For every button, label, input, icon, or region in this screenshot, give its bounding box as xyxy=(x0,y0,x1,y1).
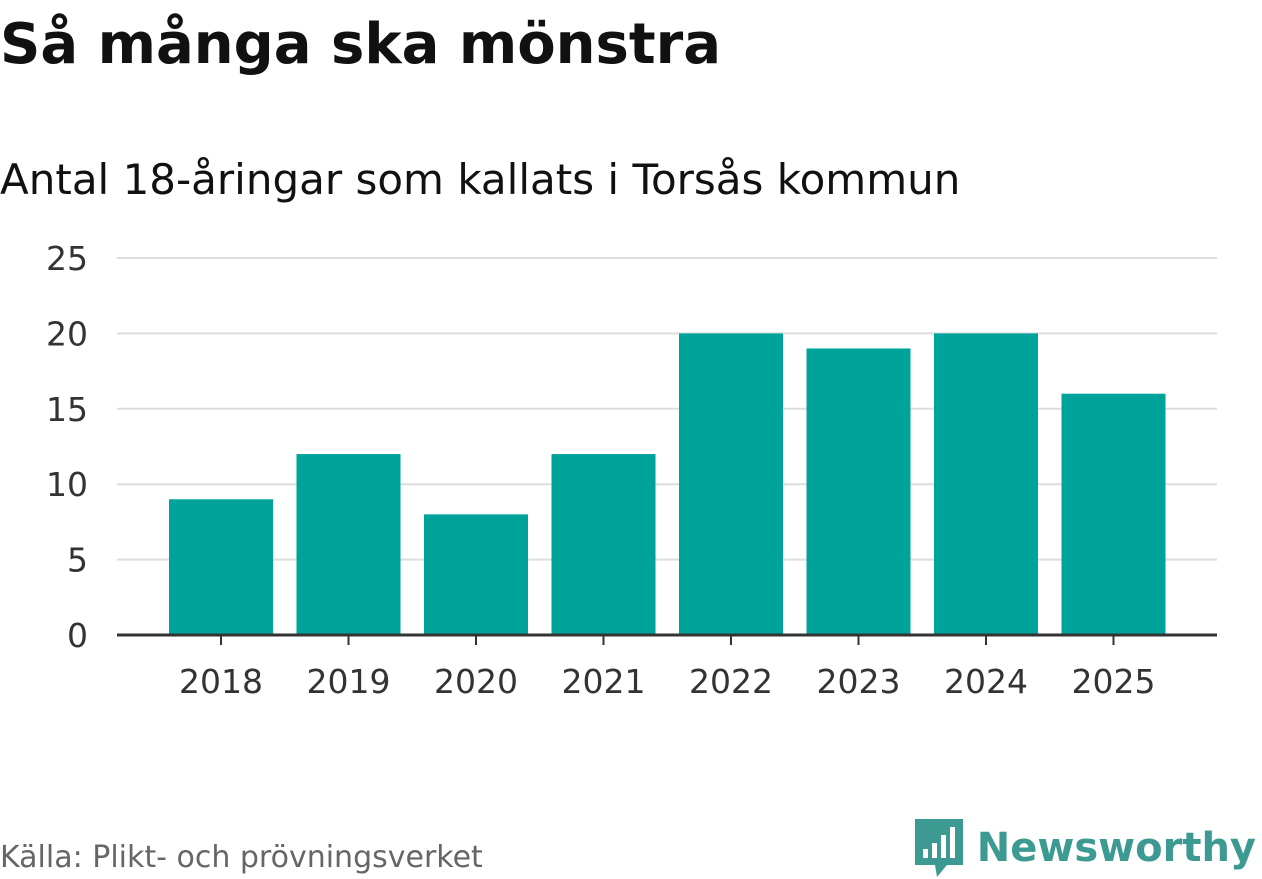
brand-name: Newsworthy xyxy=(976,825,1256,871)
bars xyxy=(169,333,1166,635)
y-tick-label-15: 15 xyxy=(46,390,88,429)
x-axis-ticks: 2018 2019 2020 2021 2022 2023 2024 2025 xyxy=(179,635,1155,701)
bar-2024 xyxy=(934,333,1038,635)
x-tick-label-2025: 2025 xyxy=(1072,662,1156,701)
x-tick-label-2019: 2019 xyxy=(307,662,391,701)
bar-2023 xyxy=(806,348,911,635)
bar-2020 xyxy=(424,514,528,635)
y-tick-label-0: 0 xyxy=(67,616,88,655)
grid-lines xyxy=(117,257,1217,561)
x-tick-label-2022: 2022 xyxy=(689,662,773,701)
bar-2025 xyxy=(1061,393,1166,635)
y-tick-label-20: 20 xyxy=(46,314,88,353)
x-tick-label-2024: 2024 xyxy=(944,662,1028,701)
y-tick-label-10: 10 xyxy=(46,465,88,504)
bar-2019 xyxy=(296,454,401,635)
bar-2022 xyxy=(679,333,783,635)
x-tick-label-2023: 2023 xyxy=(817,662,901,701)
bar-2021 xyxy=(551,454,656,635)
x-tick-label-2018: 2018 xyxy=(179,662,263,701)
bar-2018 xyxy=(169,499,273,635)
x-tick-label-2020: 2020 xyxy=(434,662,518,701)
y-tick-label-5: 5 xyxy=(67,541,88,580)
chart-subtitle: Antal 18-åringar som kallats i Torsås ko… xyxy=(0,155,961,204)
brand-logo: Newsworthy xyxy=(914,818,1256,878)
bar-chart-speech-bubble-icon xyxy=(914,819,963,877)
y-tick-label-25: 25 xyxy=(46,239,88,278)
y-axis-ticks: 0 5 10 15 20 25 xyxy=(46,239,88,655)
chart-title: Så många ska mönstra xyxy=(0,12,722,77)
x-tick-label-2021: 2021 xyxy=(562,662,646,701)
source-note: Källa: Plikt- och prövningsverket xyxy=(0,840,483,875)
